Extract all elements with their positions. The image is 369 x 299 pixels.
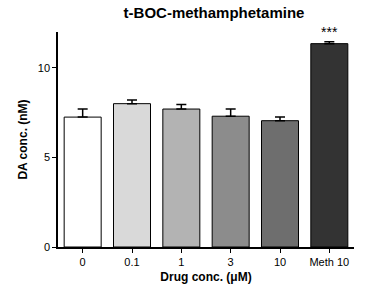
svg-text:3: 3 [228, 256, 234, 268]
svg-text:0: 0 [80, 256, 86, 268]
svg-text:10: 10 [274, 256, 286, 268]
svg-text:0.1: 0.1 [124, 256, 139, 268]
svg-text:5: 5 [44, 151, 50, 163]
svg-text:Drug conc. (μM): Drug conc. (μM) [160, 270, 251, 284]
svg-text:1: 1 [178, 256, 184, 268]
svg-text:10: 10 [38, 62, 50, 74]
svg-text:***: *** [321, 24, 338, 40]
svg-text:Meth 10: Meth 10 [309, 256, 349, 268]
svg-text:0: 0 [44, 241, 50, 253]
svg-text:DA conc. (nM): DA conc. (nM) [16, 99, 30, 179]
svg-text:t-BOC-methamphetamine: t-BOC-methamphetamine [124, 4, 305, 21]
